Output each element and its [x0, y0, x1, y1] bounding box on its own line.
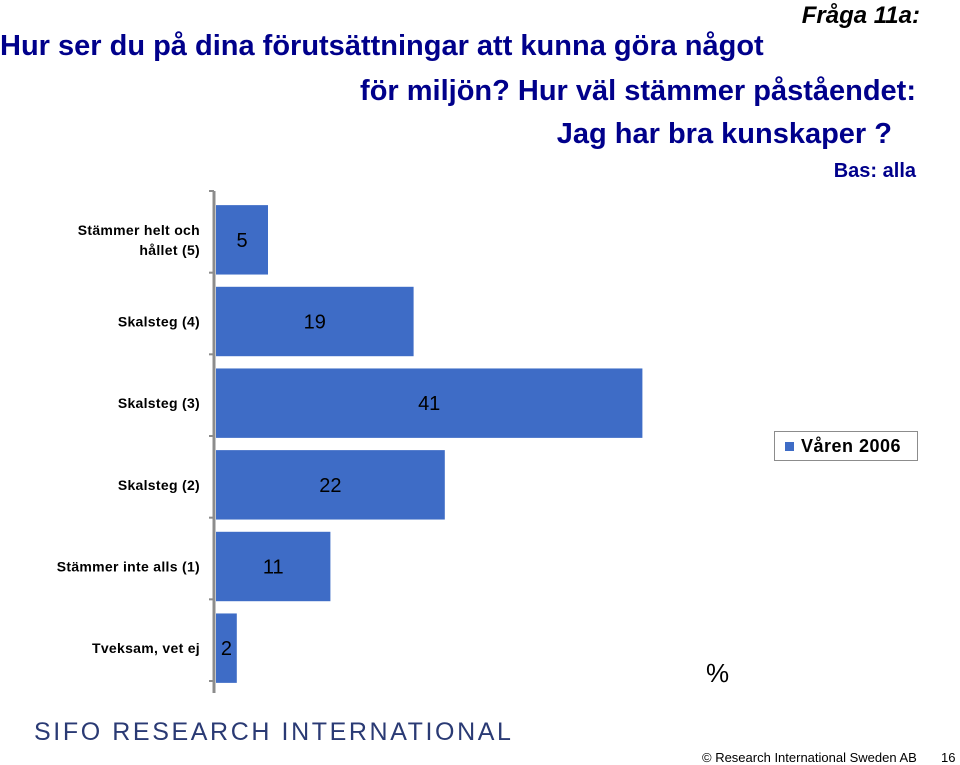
chart-title-line-1: Hur ser du på dina förutsättningar att k… [0, 30, 764, 62]
copyright-text: © Research International Sweden AB [702, 750, 917, 765]
bars [216, 205, 643, 683]
legend: Våren 2006 [774, 431, 918, 461]
value-label: 19 [304, 312, 326, 334]
company-logo: SIFO RESEARCH INTERNATIONAL [34, 718, 514, 746]
category-label: Skalsteg (4) [118, 314, 200, 330]
value-label: 11 [263, 557, 284, 579]
value-label: 41 [418, 393, 440, 415]
category-label: Stämmer inte alls (1) [57, 559, 200, 575]
bar [216, 613, 237, 683]
bar [216, 286, 414, 357]
legend-label: Våren 2006 [801, 436, 902, 456]
category-label: Stämmer helt och hållet (5) [78, 222, 200, 258]
category-axis [209, 190, 216, 693]
value-labels: 5 19 41 22 11 2 [221, 230, 440, 660]
base-label: Bas: alla [833, 160, 916, 182]
bar [216, 368, 643, 438]
category-label: Skalsteg (2) [118, 477, 200, 493]
value-label: 2 [221, 638, 232, 660]
chart-title-line-3: Jag har bra kunskaper ? [556, 118, 892, 150]
chart-title-line-2: för miljön? Hur väl stämmer påståendet: [360, 75, 916, 107]
page-number: 16 [941, 750, 956, 765]
category-labels: Stämmer helt och hållet (5) Skalsteg (4) Sk… [57, 222, 200, 656]
legend-swatch [785, 442, 794, 451]
value-label: 5 [236, 230, 247, 252]
category-label: Skalsteg (3) [118, 395, 200, 411]
bar [216, 450, 445, 520]
value-label: 22 [319, 475, 341, 497]
bar [216, 205, 268, 275]
question-number: Fråga 11a: [801, 2, 920, 29]
category-label: Tveksam, vet ej [92, 640, 200, 656]
unit-label: % [706, 658, 730, 688]
bar [216, 531, 331, 602]
